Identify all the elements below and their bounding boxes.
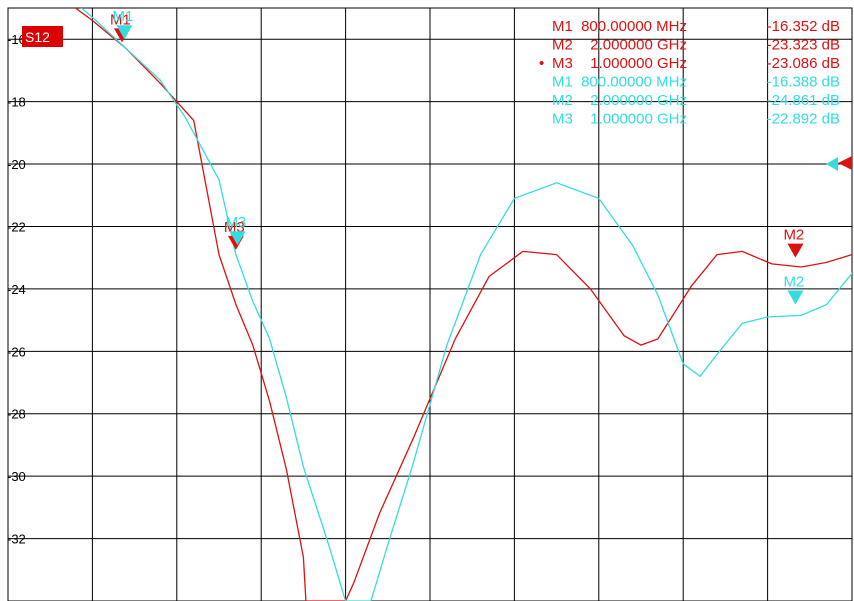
- marker-readout-name: M2: [552, 37, 573, 54]
- marker-label: M1: [112, 8, 133, 25]
- marker-readout-name: M2: [552, 92, 573, 109]
- y-tick-label: -32: [7, 532, 26, 547]
- marker-label: M2: [783, 274, 804, 291]
- marker-readout-frequency: 2.000000 GHz: [590, 92, 687, 109]
- y-tick-label: -28: [7, 407, 26, 422]
- marker-label: M1: [110, 11, 131, 28]
- y-tick-label: -26: [7, 344, 26, 359]
- marker-readout-frequency: 1.000000 GHz: [590, 111, 687, 128]
- reference-arrow-trace1: [838, 156, 852, 171]
- y-tick-label: -16: [7, 32, 26, 47]
- marker-readout-value: -24.861 dB: [767, 92, 840, 109]
- trace-title: S12: [25, 29, 50, 45]
- marker-readout-name: M1: [552, 18, 573, 35]
- y-tick-label: -18: [7, 95, 26, 110]
- y-tick-label: -30: [7, 469, 26, 484]
- trace-line-trace2: [80, 8, 852, 601]
- marker-triangle[interactable]: [229, 231, 246, 246]
- marker-readout-value: -23.086 dB: [767, 55, 840, 72]
- trace-title-badge[interactable]: [22, 26, 63, 47]
- marker-label: M3: [226, 214, 247, 231]
- marker-readout-frequency: 800.00000 MHz: [581, 18, 687, 35]
- marker-readout-frequency: 2.000000 GHz: [590, 37, 687, 54]
- marker-readout-value: -22.892 dB: [767, 111, 840, 128]
- marker-readout-frequency: 800.00000 MHz: [581, 74, 687, 91]
- marker-readout-name: M3: [552, 55, 573, 72]
- marker-triangle[interactable]: [116, 25, 133, 40]
- marker-readout-value: -16.388 dB: [767, 74, 840, 91]
- marker-label: M2: [783, 227, 804, 244]
- marker-readout-frequency: 1.000000 GHz: [590, 55, 687, 72]
- marker-triangle[interactable]: [787, 243, 804, 258]
- y-tick-label: -24: [7, 282, 26, 297]
- active-marker-bullet: •: [539, 55, 544, 72]
- trace-line-trace1: [74, 8, 852, 601]
- marker-readout-value: -23.323 dB: [767, 37, 840, 54]
- marker-readout-value: -16.352 dB: [767, 18, 840, 35]
- marker-readout-name: M1: [552, 74, 573, 91]
- reference-arrow-trace2: [826, 157, 838, 172]
- marker-readout-name: M3: [552, 111, 573, 128]
- marker-triangle[interactable]: [787, 290, 804, 305]
- y-tick-label: -20: [7, 157, 26, 172]
- y-tick-label: -22: [7, 219, 26, 234]
